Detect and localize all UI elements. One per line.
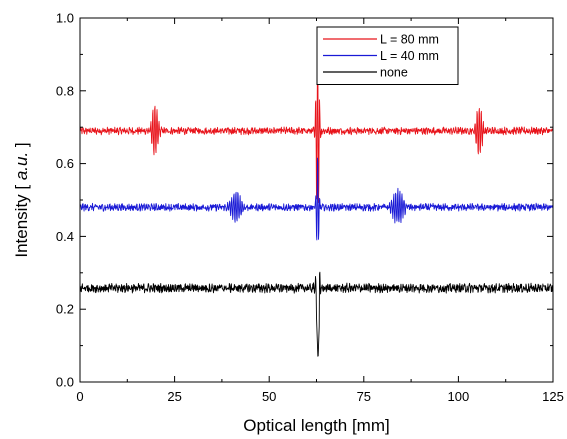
legend-label: none	[380, 66, 408, 80]
x-tick-label: 125	[542, 389, 564, 404]
y-tick-label: 0.8	[56, 83, 74, 98]
y-tick-label: 1.0	[56, 11, 74, 26]
legend-label: L = 80 mm	[380, 33, 439, 47]
y-tick-label: 0.2	[56, 302, 74, 317]
y-axis-title-part-2: a.u.	[12, 152, 31, 180]
x-tick-label: 100	[448, 389, 470, 404]
y-axis-title-part-3: ]	[12, 142, 31, 151]
x-tick-label: 0	[76, 389, 83, 404]
series-line-3	[79, 271, 554, 357]
x-tick-label: 75	[357, 389, 371, 404]
x-axis-title: Optical length [mm]	[243, 416, 389, 435]
y-tick-label: 0.0	[56, 375, 74, 390]
series-line-1	[79, 42, 554, 204]
legend: L = 80 mm L = 40 mm none	[316, 26, 459, 85]
y-tick-label: 0.4	[56, 229, 74, 244]
ticks-layer: 0 25 50 75 100 125 0.0 0.2 0.4 0.6 0.8 1.0	[56, 11, 564, 405]
y-axis-title-part-1: Intensity [	[12, 180, 31, 257]
x-tick-label: 25	[167, 389, 181, 404]
legend-label: L = 40 mm	[380, 49, 439, 63]
y-tick-label: 0.6	[56, 156, 74, 171]
x-tick-label: 50	[262, 389, 276, 404]
y-axis-title: Intensity [ a.u. ]	[12, 142, 31, 257]
series-line-2	[79, 157, 554, 241]
series-layer	[79, 42, 554, 357]
